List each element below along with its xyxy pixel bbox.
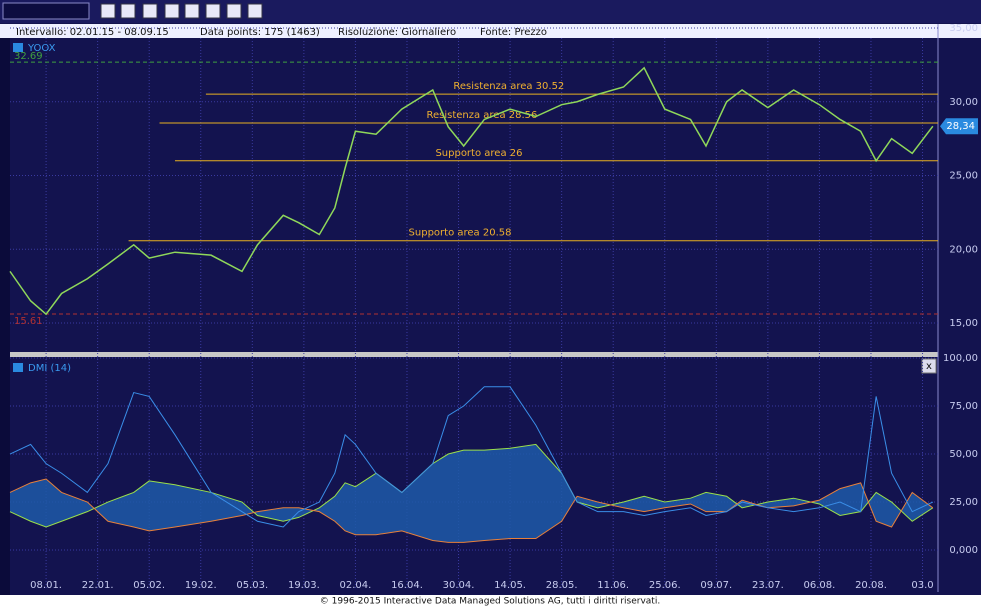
- x-tick-label: 05.02.: [133, 580, 165, 591]
- interval: Intervallo: 02.01.15 - 08.09.15: [16, 27, 169, 38]
- last-value-tag: [940, 118, 978, 135]
- level-label: Supporto area 26: [435, 148, 522, 159]
- x-tick-label: 20.08.: [855, 580, 887, 591]
- y-tick-label: 50,00: [949, 449, 978, 460]
- dmi-line: [9, 443, 934, 528]
- panel-separator: [10, 352, 938, 357]
- y-tick-label: 0,000: [949, 545, 978, 556]
- y-tick-label: 25,00: [949, 497, 978, 508]
- left-strip: [0, 38, 10, 598]
- level-label: Resistenza area 28.56: [426, 110, 537, 121]
- x-tick-label: 22.01.: [82, 580, 114, 591]
- x-tick-label: 09.07.: [700, 580, 732, 591]
- level-label: Supporto area 20.58: [409, 228, 512, 239]
- di-band: [10, 444, 933, 543]
- y-tick-label: 15,00: [949, 318, 978, 329]
- dmi-line: [9, 478, 934, 543]
- x-tick-label: 03.0: [911, 580, 933, 591]
- settings-button[interactable]: [247, 3, 263, 19]
- x-tick-label: 28.05.: [546, 580, 578, 591]
- legend-label: YOOX: [27, 43, 56, 54]
- legend-label: DMI (14): [28, 363, 71, 374]
- x-tick-label: 23.07.: [752, 580, 784, 591]
- level-label: Resistenza area 30.52: [453, 81, 564, 92]
- x-tick-label: 30.04.: [443, 580, 475, 591]
- price-line: [9, 66, 934, 316]
- y-tick-label: 100,00: [943, 353, 978, 364]
- resolution: Risoluzione: Giornaliero: [338, 27, 456, 38]
- x-tick-label: 08.01.: [30, 580, 62, 591]
- y-tick-label: 30,00: [949, 97, 978, 108]
- legend-swatch: [13, 363, 23, 372]
- toolbar: [0, 0, 981, 23]
- study-button[interactable]: [164, 3, 180, 19]
- info-bar: [0, 24, 981, 38]
- y-tick-label: 25,00: [949, 171, 978, 182]
- x-tick-label: 05.03.: [236, 580, 268, 591]
- note-button[interactable]: [226, 3, 242, 19]
- x-tick-label: 06.08.: [804, 580, 836, 591]
- x-tick-label: 11.06.: [597, 580, 629, 591]
- close-button[interactable]: [921, 358, 937, 374]
- search-box[interactable]: [2, 2, 90, 20]
- footer: © 1996-2015 Interactive Data Managed Sol…: [320, 597, 660, 607]
- x-tick-label: 16.04.: [391, 580, 423, 591]
- low-label: 15.61: [14, 316, 43, 327]
- compare-button[interactable]: [184, 3, 200, 19]
- x-tick-label: 25.06.: [649, 580, 681, 591]
- x-tick-label: 19.03.: [288, 580, 320, 591]
- x-tick-label: 14.05.: [494, 580, 526, 591]
- high-label: 32.69: [14, 51, 43, 62]
- last-value-label: 28,34: [946, 121, 975, 132]
- plot-layer: 15,00 20,00 25,00 30,00 35,00 0,000 25,00 50,00…: [9, 23, 978, 591]
- y-tick-label: 75,00: [949, 401, 978, 412]
- x-tick-label: 02.04.: [340, 580, 372, 591]
- type-button[interactable]: [120, 3, 136, 19]
- dmi-line: [9, 386, 934, 528]
- y-tick-label: 35,00: [949, 23, 978, 34]
- toolbar-icons: [100, 3, 263, 19]
- text-button[interactable]: [205, 3, 221, 19]
- legend-swatch: [13, 43, 23, 52]
- footer-bg: [0, 595, 981, 615]
- zoom-button[interactable]: [100, 3, 116, 19]
- x-tick-label: 19.02.: [185, 580, 217, 591]
- source: Fonte: Prezzo: [480, 27, 547, 38]
- y-tick-label: 20,00: [949, 244, 978, 255]
- line-button[interactable]: [142, 3, 158, 19]
- data-points: Data points: 175 (1463): [200, 27, 320, 38]
- close-label[interactable]: x: [926, 361, 932, 372]
